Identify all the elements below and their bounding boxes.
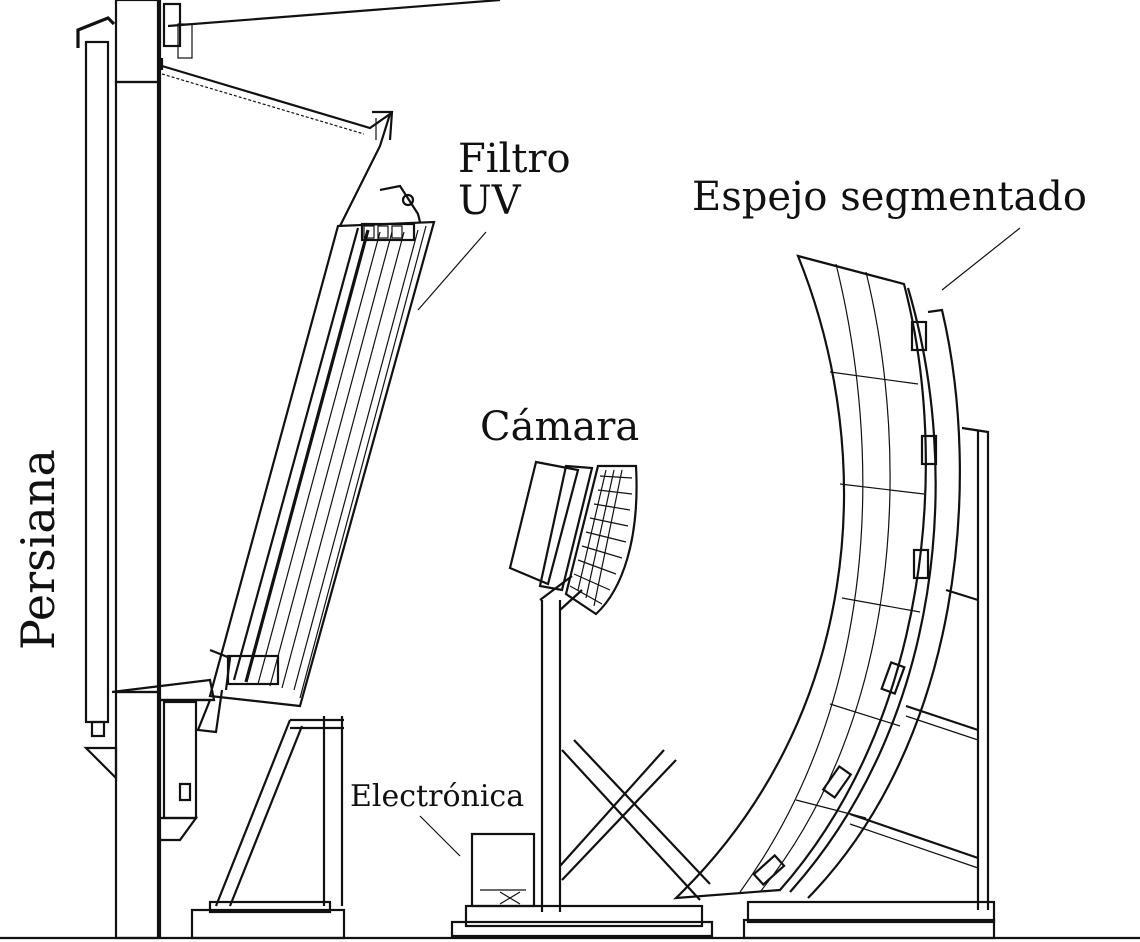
label-espejo: Espejo segmentado (692, 174, 1087, 220)
shutter (76, 16, 118, 781)
uv-filter-panel (208, 184, 436, 708)
leader-electronica (419, 815, 461, 857)
leader-espejo (941, 227, 1021, 291)
label-camara: Cámara (480, 404, 639, 450)
label-persiana: Persiana (11, 449, 65, 650)
leader-lines (417, 227, 1021, 857)
camera-mast (450, 575, 714, 938)
window-frame (160, 58, 394, 227)
electronics-box (470, 832, 536, 908)
segmented-mirror (673, 254, 961, 900)
lower-sill (111, 678, 224, 842)
label-electronica: Electrónica (350, 779, 524, 814)
building-wall (114, 0, 162, 940)
camera-head (508, 460, 638, 616)
electronics-stand (190, 716, 346, 940)
leader-filtro (417, 231, 487, 311)
roof-line (162, 0, 501, 59)
label-filtro-line1: Filtro (458, 136, 571, 182)
mirror-support-frame (742, 426, 996, 940)
label-filtro-line2: UV (458, 178, 522, 224)
